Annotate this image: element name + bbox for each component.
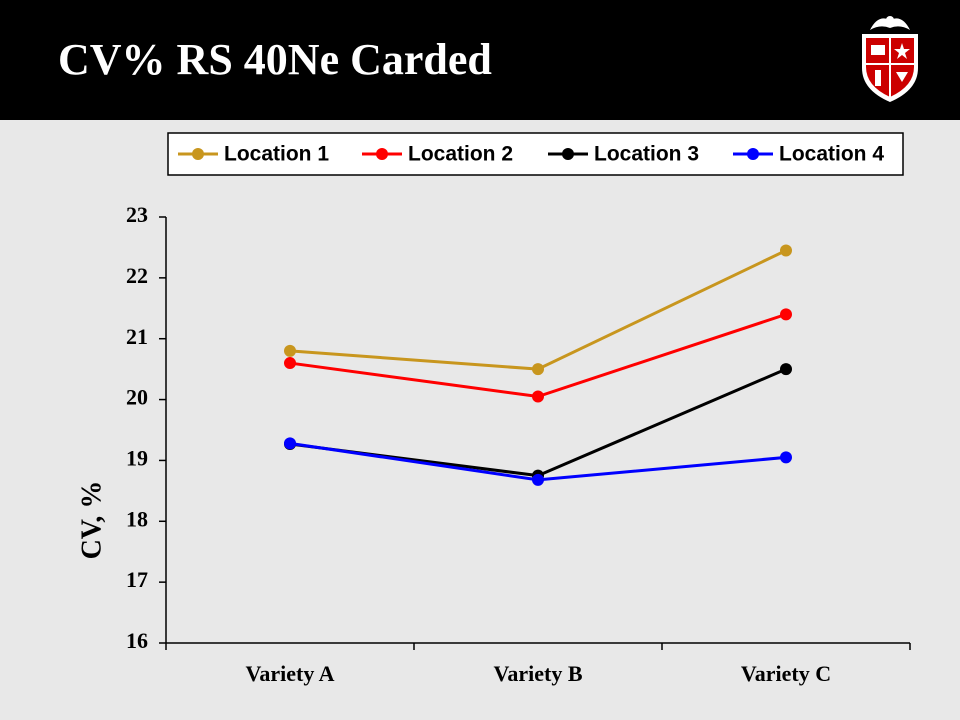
x-tick-label: Variety C xyxy=(741,661,831,686)
data-point xyxy=(780,363,792,376)
y-tick-label: 21 xyxy=(126,324,148,349)
y-tick-label: 18 xyxy=(126,506,148,531)
y-tick-label: 23 xyxy=(126,202,148,227)
y-tick-label: 17 xyxy=(126,567,148,592)
y-tick-label: 19 xyxy=(126,445,148,470)
y-tick-label: 16 xyxy=(126,628,148,653)
legend-box xyxy=(167,132,904,176)
data-point xyxy=(532,363,544,376)
slide-title: CV% RS 40Ne Carded xyxy=(58,35,492,84)
data-point xyxy=(532,390,544,403)
legend-marker xyxy=(562,148,574,160)
y-tick-label: 22 xyxy=(126,263,148,288)
data-point xyxy=(780,244,792,257)
legend-marker xyxy=(192,148,204,160)
data-point xyxy=(284,344,296,357)
y-tick-label: 20 xyxy=(126,385,148,410)
legend-label: Location 4 xyxy=(779,143,884,166)
series-line xyxy=(289,367,787,478)
data-point xyxy=(284,437,296,450)
title-bar xyxy=(0,0,960,120)
series-line xyxy=(289,249,787,371)
university-shield-logo xyxy=(862,16,918,102)
legend-marker xyxy=(747,148,759,160)
legend-label: Location 1 xyxy=(224,143,329,166)
legend-marker xyxy=(376,148,388,160)
data-point xyxy=(780,308,792,321)
legend-label: Location 3 xyxy=(594,143,699,166)
x-tick-label: Variety B xyxy=(493,661,582,686)
legend-label: Location 2 xyxy=(408,143,513,166)
legend: Location 1 Location 2 Location 3 Location 4 xyxy=(167,132,904,176)
data-point xyxy=(284,357,296,370)
axes: 16 17 18 19 20 21 22 23 Variety A Variety B Variet… xyxy=(126,202,911,686)
series-layer xyxy=(284,244,792,486)
data-point xyxy=(532,473,544,486)
x-tick-label: Variety A xyxy=(245,661,334,686)
data-point xyxy=(780,451,792,464)
y-axis-label: CV, % xyxy=(76,481,107,560)
line-chart: Location 1 Location 2 Location 3 Location 4… xyxy=(76,132,911,686)
